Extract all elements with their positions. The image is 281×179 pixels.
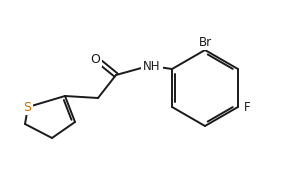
Text: Br: Br [198, 35, 212, 49]
Text: F: F [244, 100, 250, 113]
Text: S: S [23, 100, 31, 113]
Text: NH: NH [143, 59, 161, 72]
Text: O: O [90, 52, 100, 66]
